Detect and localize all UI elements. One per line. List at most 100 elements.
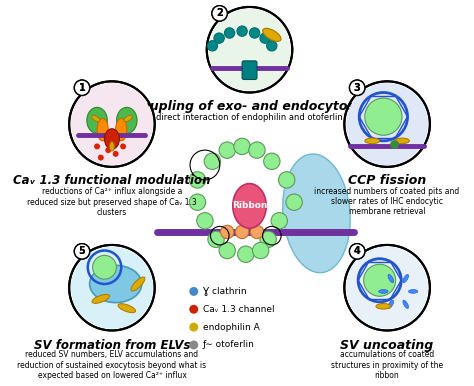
Circle shape — [260, 33, 270, 43]
Ellipse shape — [97, 119, 108, 141]
Circle shape — [189, 305, 198, 314]
Circle shape — [364, 264, 396, 296]
Ellipse shape — [118, 304, 136, 313]
Circle shape — [264, 153, 280, 169]
Circle shape — [365, 98, 402, 135]
Text: Caᵥ 1.3 functional modulation: Caᵥ 1.3 functional modulation — [13, 174, 210, 187]
Circle shape — [120, 144, 126, 149]
Circle shape — [249, 28, 260, 38]
Circle shape — [113, 151, 118, 157]
Ellipse shape — [233, 184, 266, 228]
Circle shape — [74, 80, 90, 95]
Circle shape — [266, 41, 277, 51]
Circle shape — [92, 256, 117, 279]
Text: 1: 1 — [79, 83, 85, 93]
Ellipse shape — [87, 107, 107, 134]
Circle shape — [286, 194, 302, 210]
Text: 2: 2 — [216, 8, 223, 19]
Circle shape — [208, 231, 224, 247]
Circle shape — [74, 80, 90, 95]
Circle shape — [279, 172, 295, 188]
Circle shape — [390, 140, 399, 149]
Circle shape — [236, 225, 249, 239]
Circle shape — [271, 213, 287, 229]
Circle shape — [204, 153, 220, 169]
Ellipse shape — [91, 115, 100, 122]
Ellipse shape — [116, 119, 127, 141]
Ellipse shape — [365, 138, 380, 144]
Ellipse shape — [90, 266, 142, 303]
Ellipse shape — [104, 129, 119, 149]
Circle shape — [349, 244, 365, 259]
Text: increased numbers of coated pits and
slower rates of IHC endocytic
membrane retr: increased numbers of coated pits and slo… — [314, 186, 460, 217]
Circle shape — [94, 144, 100, 149]
Circle shape — [219, 242, 236, 259]
Text: reductions of Ca²⁺ influx alongside a
reduced size but preserved shape of Caᵥ 1.: reductions of Ca²⁺ influx alongside a re… — [27, 187, 197, 217]
Text: Ɣ clathrin: Ɣ clathrin — [203, 287, 246, 296]
Ellipse shape — [394, 138, 410, 144]
FancyBboxPatch shape — [242, 61, 257, 80]
Circle shape — [346, 247, 428, 328]
Ellipse shape — [409, 290, 418, 293]
Text: 2: 2 — [216, 8, 223, 19]
Circle shape — [349, 80, 365, 95]
Text: ƒ∼ otoferlin: ƒ∼ otoferlin — [203, 340, 255, 349]
Text: 1: 1 — [79, 83, 85, 93]
Text: 3: 3 — [354, 83, 361, 93]
Circle shape — [189, 287, 198, 296]
Circle shape — [98, 154, 104, 161]
Text: SV uncoating: SV uncoating — [340, 339, 434, 352]
Ellipse shape — [263, 28, 281, 41]
Circle shape — [74, 244, 90, 259]
Circle shape — [212, 6, 228, 21]
Ellipse shape — [388, 274, 393, 283]
Text: CCP fission: CCP fission — [348, 174, 426, 187]
Circle shape — [207, 41, 218, 51]
Circle shape — [189, 194, 206, 210]
Text: 3: 3 — [354, 83, 361, 93]
Circle shape — [197, 213, 213, 229]
Text: 5: 5 — [79, 246, 85, 256]
Circle shape — [219, 142, 236, 158]
Circle shape — [189, 340, 198, 349]
Ellipse shape — [403, 300, 409, 308]
Circle shape — [260, 231, 276, 247]
Circle shape — [250, 225, 264, 239]
Circle shape — [224, 28, 235, 38]
Text: Ribbon: Ribbon — [232, 201, 267, 210]
Text: Caᵥ 1.3 channel: Caᵥ 1.3 channel — [203, 305, 274, 314]
Text: SV formation from ELVs: SV formation from ELVs — [34, 339, 190, 352]
Circle shape — [74, 244, 90, 259]
Circle shape — [189, 323, 198, 332]
Text: accumulations of coated
structures in proximity of the
ribbon: accumulations of coated structures in pr… — [331, 350, 443, 380]
Circle shape — [237, 246, 254, 262]
Circle shape — [349, 244, 365, 259]
Circle shape — [253, 242, 269, 259]
Circle shape — [71, 83, 153, 165]
Text: reduced SV numbers, ELV accumulations and
reduction of sustained exocytosis beyo: reduced SV numbers, ELV accumulations an… — [18, 350, 207, 380]
Circle shape — [234, 138, 250, 154]
Circle shape — [212, 6, 228, 21]
Circle shape — [349, 80, 365, 95]
Circle shape — [71, 247, 153, 328]
Text: endophilin A: endophilin A — [203, 323, 260, 332]
Text: Coupling of exo- and endocytosis: Coupling of exo- and endocytosis — [132, 100, 367, 113]
Circle shape — [209, 9, 291, 91]
Text: 4: 4 — [354, 246, 361, 256]
Ellipse shape — [124, 115, 132, 122]
Text: 5: 5 — [79, 246, 85, 256]
Text: direct interaction of endophilin and otoferlin: direct interaction of endophilin and oto… — [156, 113, 343, 122]
Circle shape — [105, 147, 111, 153]
Ellipse shape — [117, 107, 137, 134]
Ellipse shape — [388, 300, 393, 308]
Circle shape — [189, 172, 206, 188]
Circle shape — [237, 26, 247, 36]
Circle shape — [214, 33, 224, 43]
Ellipse shape — [283, 154, 350, 273]
Circle shape — [249, 142, 265, 158]
Text: 4: 4 — [354, 246, 361, 256]
Ellipse shape — [376, 303, 391, 309]
Ellipse shape — [109, 142, 114, 151]
Circle shape — [346, 83, 428, 165]
Circle shape — [220, 225, 234, 239]
